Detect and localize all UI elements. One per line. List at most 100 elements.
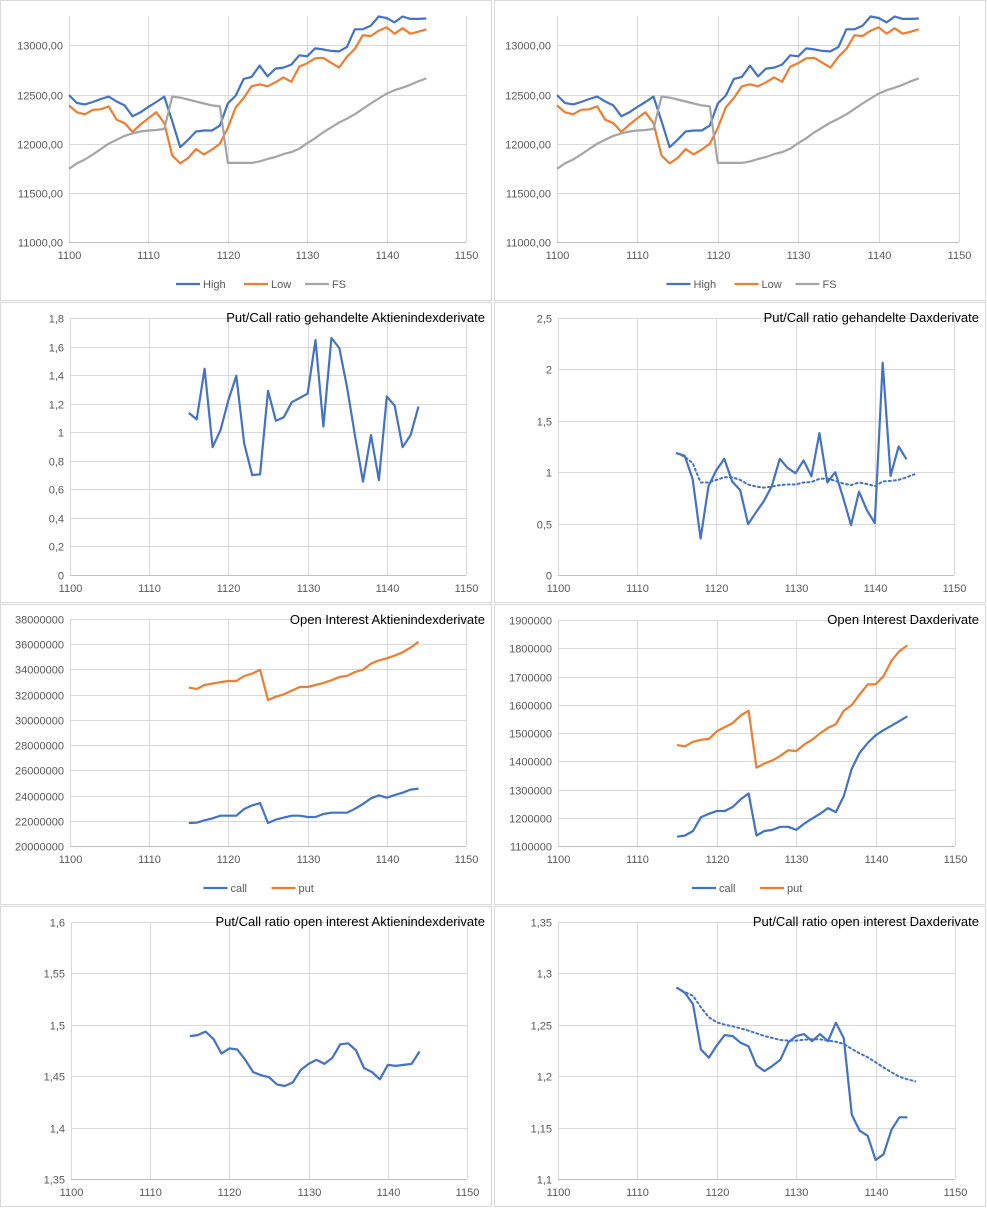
x-tick-label: 1150 xyxy=(948,250,972,262)
y-tick-label: 28000000 xyxy=(15,741,64,753)
y-tick-label: 12000,00 xyxy=(505,140,551,152)
x-tick-label: 1150 xyxy=(455,250,479,262)
x-tick-label: 1150 xyxy=(944,1187,968,1199)
x-tick-label: 1120 xyxy=(217,583,241,595)
chart-svg: 1,35 1,4 1,45 1,5 1,55 1,6 1100 1110 1120 1130 114… xyxy=(44,914,485,1199)
y-tick-label: 1600000 xyxy=(509,701,552,713)
y-tick-label: 22000000 xyxy=(15,817,64,829)
y-tick-label: 1800000 xyxy=(509,644,552,656)
chart-panel: 11000,00 11500,00 12000,00 12500,00 13000,00… xyxy=(494,0,986,301)
y-tick-label: 1,55 xyxy=(44,969,65,981)
legend-label: FS xyxy=(332,279,346,291)
x-tick-label: 1100 xyxy=(547,854,571,866)
series-line-0 xyxy=(188,336,420,483)
y-tick-label: 12000,00 xyxy=(17,140,63,152)
chart-svg: 11000,00 11500,00 12000,00 12500,00 13000,00… xyxy=(17,15,479,291)
y-tick-label: 34000000 xyxy=(15,665,64,677)
x-tick-label: 1130 xyxy=(298,1187,322,1199)
x-tick-label: 1130 xyxy=(297,854,321,866)
x-tick-label: 1120 xyxy=(707,250,731,262)
chart-svg: 11000,00 11500,00 12000,00 12500,00 13000,00… xyxy=(505,15,972,291)
series-line-put xyxy=(188,640,420,702)
x-tick-label: 1110 xyxy=(626,1187,649,1199)
x-tick-label: 1140 xyxy=(868,250,892,262)
y-tick-label: 0,8 xyxy=(49,457,64,469)
y-tick-label: 11500,00 xyxy=(18,189,63,201)
series-line-High xyxy=(556,15,919,149)
x-tick-label: 1120 xyxy=(705,583,729,595)
x-tick-label: 1140 xyxy=(376,250,400,262)
series-line-0 xyxy=(676,986,908,1162)
y-tick-label: 13000,00 xyxy=(17,41,63,53)
x-tick-label: 1150 xyxy=(943,583,967,595)
chart-panel: 1,1 1,15 1,2 1,25 1,3 1,35 1100 1110 1120 1130 114… xyxy=(494,906,986,1207)
y-tick-label: 26000000 xyxy=(15,766,64,778)
series-line-Low xyxy=(556,26,920,165)
y-tick-label: 1,45 xyxy=(44,1072,65,1084)
x-tick-label: 1130 xyxy=(296,250,320,262)
y-tick-label: 0,5 xyxy=(537,520,552,532)
x-tick-label: 1110 xyxy=(626,250,649,262)
x-tick-label: 1100 xyxy=(60,1187,84,1199)
series-line-High xyxy=(68,15,427,149)
series-line-call xyxy=(188,787,419,825)
x-tick-label: 1100 xyxy=(546,250,570,262)
chart-panel: 20000000 22000000 24000000 26000000 28000000… xyxy=(0,604,492,905)
y-tick-label: 1900000 xyxy=(509,616,552,628)
y-tick-label: 1,6 xyxy=(49,343,64,355)
x-tick-label: 1100 xyxy=(547,1187,571,1199)
y-tick-label: 1,6 xyxy=(50,918,65,930)
y-tick-label: 1200000 xyxy=(509,814,552,826)
y-tick-label: 0 xyxy=(58,571,64,583)
y-tick-label: 0 xyxy=(546,571,552,583)
legend-label: call xyxy=(231,883,248,895)
chart-title: Open Interest Daxderivate xyxy=(827,612,979,627)
y-tick-label: 20000000 xyxy=(15,842,64,854)
series-line-FS xyxy=(556,77,920,170)
y-tick-label: 1100000 xyxy=(510,842,552,854)
x-tick-label: 1100 xyxy=(59,854,83,866)
chart-panel: 0 0,2 0,4 0,6 0,8 1 1,2 1,4 1,6 1,8 1100 1110 1120 11… xyxy=(0,302,492,603)
x-tick-label: 1120 xyxy=(706,854,730,866)
y-tick-label: 38000000 xyxy=(15,615,64,627)
y-tick-label: 1,3 xyxy=(537,969,552,981)
y-tick-label: 12500,00 xyxy=(505,91,551,103)
x-tick-label: 1140 xyxy=(865,1187,889,1199)
y-tick-label: 36000000 xyxy=(15,640,64,652)
legend-label: High xyxy=(203,279,226,291)
x-tick-label: 1130 xyxy=(787,250,811,262)
chart-title: Open Interest Aktienindexderivate xyxy=(290,612,485,627)
x-tick-label: 1110 xyxy=(138,583,161,595)
x-tick-label: 1120 xyxy=(217,250,241,262)
x-tick-label: 1110 xyxy=(139,1187,162,1199)
series-line-put xyxy=(676,644,909,769)
y-tick-label: 1300000 xyxy=(509,786,552,798)
chart-title: Put/Call ratio open interest Daxderivate xyxy=(753,914,979,929)
x-tick-label: 1120 xyxy=(218,1187,242,1199)
x-tick-label: 1110 xyxy=(138,854,161,866)
x-tick-label: 1130 xyxy=(785,1187,809,1199)
chart-panel: 1100000 1200000 1300000 1400000 1500000 16000… xyxy=(494,604,986,905)
y-tick-label: 1,5 xyxy=(50,1021,65,1033)
x-tick-label: 1140 xyxy=(864,583,888,595)
y-tick-label: 1,35 xyxy=(531,918,552,930)
x-tick-label: 1140 xyxy=(377,1187,401,1199)
y-tick-label: 1400000 xyxy=(509,757,552,769)
y-tick-label: 1,4 xyxy=(49,371,64,383)
x-tick-label: 1130 xyxy=(297,583,321,595)
y-tick-label: 1,8 xyxy=(49,314,64,326)
y-tick-label: 1 xyxy=(546,468,552,480)
chart-title: Put/Call ratio open interest Aktienindex… xyxy=(215,914,485,929)
y-tick-label: 0,2 xyxy=(49,542,64,554)
y-tick-label: 1,1 xyxy=(537,1175,552,1187)
y-tick-label: 2,5 xyxy=(537,314,552,326)
chart-title: Put/Call ratio gehandelte Aktienindexder… xyxy=(226,310,485,325)
x-tick-label: 1110 xyxy=(626,583,649,595)
x-tick-label: 1130 xyxy=(785,854,809,866)
x-tick-label: 1150 xyxy=(455,583,479,595)
y-tick-label: 11000,00 xyxy=(18,238,63,250)
x-tick-label: 1130 xyxy=(785,583,809,595)
y-tick-label: 1,15 xyxy=(531,1124,552,1136)
chart-svg: 1,1 1,15 1,2 1,25 1,3 1,35 1100 1110 1120 1130 114… xyxy=(531,914,979,1199)
y-tick-label: 1 xyxy=(58,428,64,440)
